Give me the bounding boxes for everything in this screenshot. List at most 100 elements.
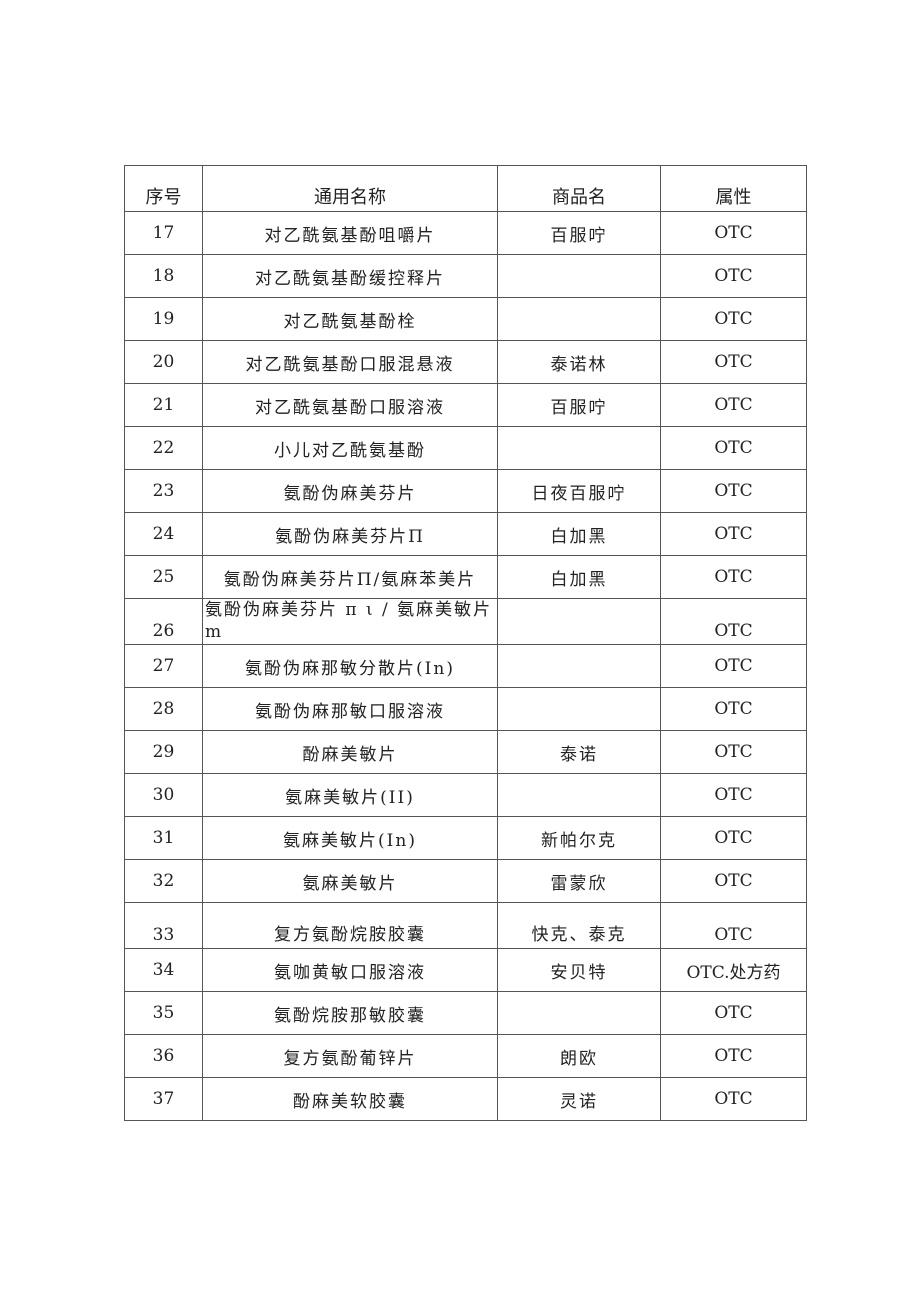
generic-name-cell: 氨酚伪麻那敏分散片(In) <box>202 644 498 688</box>
row-number: 35 <box>152 1003 175 1023</box>
attribute-cell: OTC <box>660 340 807 384</box>
attribute: OTC <box>714 223 753 243</box>
attribute-cell: OTC <box>660 254 807 298</box>
generic-name: 对乙酰氨基酚口服溶液 <box>255 397 445 418</box>
attribute: OTC <box>714 395 753 415</box>
brand-name-cell: 快克、泰克 <box>497 902 661 949</box>
generic-name: 对乙酰氨基酚缓控释片 <box>255 268 445 289</box>
row-number: 17 <box>152 223 175 243</box>
row-number: 30 <box>152 785 175 805</box>
brand-name-cell <box>497 687 661 731</box>
generic-name-cell: 酚麻美软胶囊 <box>202 1077 498 1121</box>
generic-name-cell: 氨酚伪麻美芬片Π <box>202 512 498 556</box>
attribute: OTC <box>714 266 753 286</box>
attribute: OTC <box>714 925 753 945</box>
generic-name-cell: 氨酚烷胺那敏胶囊 <box>202 991 498 1035</box>
attribute: OTC <box>714 656 753 676</box>
attribute-cell: OTC <box>660 512 807 556</box>
attribute: OTC <box>714 785 753 805</box>
row-number-cell: 18 <box>124 254 203 298</box>
row-number-cell: 33 <box>124 902 203 949</box>
row-number: 32 <box>152 871 175 891</box>
row-number: 19 <box>152 309 175 329</box>
attribute-cell: OTC <box>660 1034 807 1078</box>
table-row: 17 对乙酰氨基酚咀嚼片 百服咛 OTC <box>124 211 807 255</box>
header-attribute: 属性 <box>660 165 807 212</box>
attribute-cell: OTC <box>660 687 807 731</box>
generic-name-cell: 小儿对乙酰氨基酚 <box>202 426 498 470</box>
brand-name: 灵诺 <box>560 1091 598 1112</box>
brand-name-cell: 百服咛 <box>497 383 661 427</box>
row-number-cell: 31 <box>124 816 203 860</box>
attribute: OTC <box>714 352 753 372</box>
brand-name-cell: 泰诺 <box>497 730 661 774</box>
row-number-cell: 35 <box>124 991 203 1035</box>
attribute-cell: OTC <box>660 991 807 1035</box>
brand-name-cell <box>497 598 661 645</box>
attribute-cell: OTC <box>660 859 807 903</box>
row-number-cell: 26 <box>124 598 203 645</box>
attribute-cell: OTC.处方药 <box>660 948 807 992</box>
brand-name: 快克、泰克 <box>531 925 627 945</box>
row-number: 36 <box>152 1046 175 1066</box>
attribute: OTC <box>714 438 753 458</box>
attribute: OTC <box>714 699 753 719</box>
row-number: 20 <box>152 352 175 372</box>
brand-name-cell: 安贝特 <box>497 948 661 992</box>
generic-name: 酚麻美软胶囊 <box>293 1091 407 1112</box>
brand-name-cell: 日夜百服咛 <box>497 469 661 513</box>
row-number: 23 <box>152 481 175 501</box>
brand-name: 雷蒙欣 <box>550 873 608 894</box>
attribute: OTC <box>714 621 753 641</box>
table-row: 24 氨酚伪麻美芬片Π 白加黑 OTC <box>124 512 807 556</box>
generic-name-cell: 对乙酰氨基酚咀嚼片 <box>202 211 498 255</box>
generic-name-cell: 氨酚伪麻美芬片Π/氨麻苯美片 <box>202 555 498 599</box>
row-number: 37 <box>152 1089 175 1109</box>
attribute: OTC <box>714 567 753 587</box>
row-number: 28 <box>152 699 175 719</box>
generic-name: 氨酚烷胺那敏胶囊 <box>274 1005 426 1026</box>
table-row: 36 复方氨酚葡锌片 朗欧 OTC <box>124 1034 807 1078</box>
brand-name-cell <box>497 254 661 298</box>
generic-name: 对乙酰氨基酚栓 <box>283 311 417 332</box>
generic-name-cell: 对乙酰氨基酚栓 <box>202 297 498 341</box>
row-number: 25 <box>152 567 175 587</box>
attribute: OTC <box>714 828 753 848</box>
generic-name-cell: 氨酚伪麻那敏口服溶液 <box>202 687 498 731</box>
attribute-cell: OTC <box>660 644 807 688</box>
row-number: 26 <box>152 621 175 641</box>
attribute-cell: OTC <box>660 816 807 860</box>
row-number-cell: 28 <box>124 687 203 731</box>
attribute: OTC <box>714 1046 753 1066</box>
generic-name-cell: 氨麻美敏片 <box>202 859 498 903</box>
brand-name: 泰诺 <box>560 744 598 765</box>
generic-name-cell: 酚麻美敏片 <box>202 730 498 774</box>
table-row: 32 氨麻美敏片 雷蒙欣 OTC <box>124 859 807 903</box>
table-row: 27 氨酚伪麻那敏分散片(In) OTC <box>124 644 807 688</box>
brand-name-cell <box>497 426 661 470</box>
attribute-cell: OTC <box>660 730 807 774</box>
brand-name-cell <box>497 644 661 688</box>
generic-name-cell: 复方氨酚烷胺胶囊 <box>202 902 498 949</box>
brand-name: 泰诺林 <box>550 354 608 375</box>
generic-name: 氨酚伪麻美芬片Π/氨麻苯美片 <box>223 569 477 590</box>
table-row: 22 小儿对乙酰氨基酚 OTC <box>124 426 807 470</box>
attribute-cell: OTC <box>660 383 807 427</box>
drug-table: 序号 通用名称 商品名 属性 17 对乙酰氨基酚咀嚼片百服咛 OTC 18 对乙酰氨基酚… <box>124 165 807 1121</box>
generic-name-cell: 对乙酰氨基酚口服混悬液 <box>202 340 498 384</box>
generic-name: 复方氨酚烷胺胶囊 <box>274 925 426 945</box>
brand-name-cell <box>497 991 661 1035</box>
header-brand-name: 商品名 <box>497 165 661 212</box>
generic-name: 复方氨酚葡锌片 <box>283 1048 417 1069</box>
generic-name-cell: 对乙酰氨基酚缓控释片 <box>202 254 498 298</box>
generic-name: 氨酚伪麻那敏口服溶液 <box>255 701 445 722</box>
generic-name-cell: 对乙酰氨基酚口服溶液 <box>202 383 498 427</box>
table-row: 29 酚麻美敏片 泰诺 OTC <box>124 730 807 774</box>
brand-name-cell <box>497 773 661 817</box>
row-number-cell: 24 <box>124 512 203 556</box>
table-header-row: 序号 通用名称 商品名 属性 <box>124 165 807 212</box>
attribute: OTC.处方药 <box>686 962 781 983</box>
attribute-cell: OTC <box>660 773 807 817</box>
brand-name: 日夜百服咛 <box>531 483 627 504</box>
brand-name-cell: 朗欧 <box>497 1034 661 1078</box>
